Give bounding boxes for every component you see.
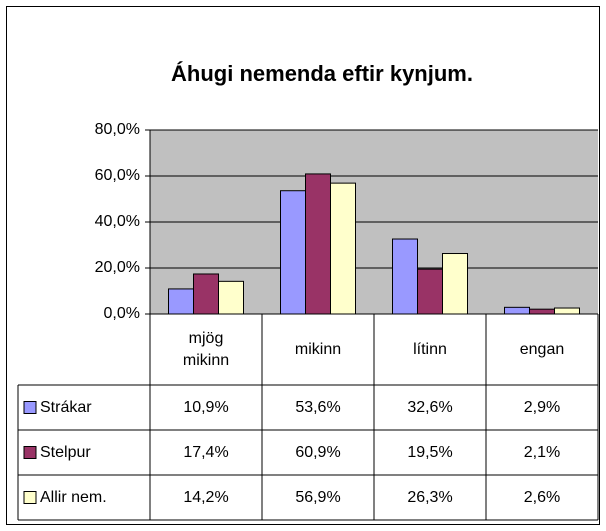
data-label-text: 56,9% <box>295 488 341 506</box>
bar <box>305 173 331 315</box>
bar <box>442 253 468 315</box>
x-tick-label-text: mikinn <box>294 340 342 358</box>
y-tick-label: 20,0% <box>95 259 140 276</box>
legend-label: Stelpur <box>18 430 150 475</box>
data-label: 17,4% <box>150 430 262 475</box>
bar <box>330 182 356 315</box>
data-label-text: 26,3% <box>407 488 453 506</box>
bar <box>280 190 306 315</box>
bar <box>392 238 418 315</box>
data-label: 32,6% <box>374 385 486 430</box>
x-tick-label: lítinn <box>374 314 486 385</box>
data-label: 26,3% <box>374 475 486 520</box>
y-tick-label: 0,0% <box>104 305 140 322</box>
data-label: 2,1% <box>486 430 598 475</box>
data-label: 2,6% <box>486 475 598 520</box>
data-label-text: 14,2% <box>183 488 229 506</box>
data-label: 14,2% <box>150 475 262 520</box>
bar <box>218 280 244 315</box>
legend-swatch <box>23 446 37 459</box>
bar <box>504 306 530 315</box>
data-label: 53,6% <box>262 385 374 430</box>
legend-label-text: Allir nem. <box>40 488 107 506</box>
y-tick-label: 80,0% <box>95 121 140 138</box>
legend-swatch <box>23 491 37 504</box>
data-label-text: 19,5% <box>407 443 453 461</box>
data-label-text: 10,9% <box>183 398 229 416</box>
legend-label-text: Stelpur <box>40 443 91 461</box>
legend-label: Strákar <box>18 385 150 430</box>
x-tick-label: mikinn <box>262 314 374 385</box>
bar <box>193 273 219 315</box>
data-label-text: 2,1% <box>523 443 561 461</box>
x-tick-label: engan <box>486 314 598 385</box>
data-label: 2,9% <box>486 385 598 430</box>
data-label-text: 2,9% <box>523 398 561 416</box>
data-label: 56,9% <box>262 475 374 520</box>
x-tick-label: mjög mikinn <box>150 314 262 385</box>
chart-title: Áhugi nemenda eftir kynjum. <box>171 61 473 86</box>
data-label: 19,5% <box>374 430 486 475</box>
data-label-text: 60,9% <box>295 443 341 461</box>
legend-label-text: Strákar <box>40 398 92 416</box>
bar <box>417 268 443 315</box>
x-tick-label-text: mjög mikinn <box>182 329 230 369</box>
y-tick-label: 40,0% <box>95 213 140 230</box>
bar <box>168 288 194 315</box>
x-tick-label-text: lítinn <box>413 340 447 358</box>
data-label: 10,9% <box>150 385 262 430</box>
legend-label: Allir nem. <box>18 475 150 520</box>
x-tick-label-text: engan <box>519 340 565 358</box>
data-label-text: 53,6% <box>295 398 341 416</box>
data-label-text: 32,6% <box>407 398 453 416</box>
legend-swatch <box>23 401 37 414</box>
data-label: 60,9% <box>262 430 374 475</box>
bar <box>554 307 580 315</box>
data-label-text: 2,6% <box>523 488 561 506</box>
y-tick-label: 60,0% <box>95 167 140 184</box>
data-label-text: 17,4% <box>183 443 229 461</box>
